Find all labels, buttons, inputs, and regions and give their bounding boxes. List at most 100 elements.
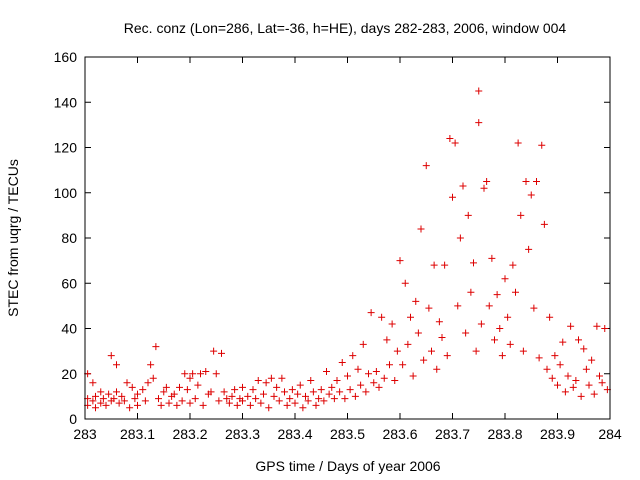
data-point	[270, 392, 278, 400]
data-point	[514, 139, 522, 147]
data-point	[414, 329, 422, 337]
data-point	[404, 340, 412, 348]
data-point	[304, 397, 312, 405]
data-point	[155, 395, 162, 403]
data-point	[267, 374, 275, 382]
data-point	[118, 392, 126, 400]
data-point	[265, 404, 273, 412]
data-point	[480, 184, 488, 192]
data-point	[218, 349, 225, 357]
data-point	[430, 261, 438, 269]
data-point	[278, 374, 286, 382]
x-tick-label: 283.7	[435, 426, 470, 442]
data-point	[244, 392, 252, 400]
data-point	[567, 322, 575, 330]
data-point	[330, 395, 338, 403]
data-point	[375, 383, 383, 391]
data-point	[273, 383, 281, 391]
data-point	[97, 388, 105, 396]
x-tick-label: 283.9	[540, 426, 575, 442]
data-point	[257, 399, 265, 407]
data-point	[115, 399, 123, 407]
data-point	[92, 404, 99, 412]
data-point	[113, 361, 120, 369]
data-point	[162, 383, 170, 391]
data-point	[438, 334, 446, 342]
data-point	[170, 390, 178, 398]
chart-title: Rec. conz (Lon=286, Lat=-36, h=HE), days…	[124, 20, 567, 36]
x-tick-label: 283.4	[277, 426, 312, 442]
data-point	[435, 318, 443, 326]
data-point	[443, 352, 451, 360]
data-point	[160, 388, 168, 396]
data-point	[540, 220, 548, 228]
data-point	[252, 395, 260, 403]
data-point	[496, 325, 504, 332]
data-point	[556, 361, 564, 369]
data-point	[582, 365, 590, 373]
data-point	[107, 352, 115, 360]
data-point	[391, 377, 399, 385]
x-tick-label: 283.2	[172, 426, 207, 442]
data-point	[320, 397, 328, 405]
data-point	[110, 395, 118, 403]
data-point	[149, 374, 157, 382]
data-point	[590, 390, 598, 398]
data-point	[538, 141, 546, 149]
data-point	[491, 336, 498, 344]
data-point	[428, 347, 435, 355]
data-point	[102, 401, 110, 409]
data-point	[302, 392, 309, 400]
data-point	[105, 390, 113, 398]
data-point	[152, 343, 160, 351]
data-point	[433, 365, 441, 373]
data-point	[183, 386, 191, 394]
data-point	[286, 395, 294, 403]
data-point	[333, 377, 341, 385]
data-point	[454, 302, 462, 310]
data-point	[383, 336, 391, 344]
data-point	[569, 383, 577, 391]
y-tick-label: 80	[61, 230, 77, 246]
y-tick-label: 20	[61, 366, 77, 382]
data-point	[593, 322, 601, 330]
x-axis-ticks: 283 283.1 283.2 283.3 283.4 283.5 283.6 283.7 28…	[73, 57, 622, 442]
data-point	[561, 388, 569, 396]
data-point	[144, 379, 152, 387]
x-tick-label: 283.6	[382, 426, 417, 442]
data-point	[296, 381, 304, 389]
data-point	[315, 395, 323, 403]
data-point	[328, 383, 336, 391]
data-point	[194, 381, 202, 389]
data-point	[362, 388, 370, 396]
data-point	[189, 370, 197, 378]
data-point	[309, 388, 317, 396]
data-point	[344, 372, 351, 380]
data-point	[601, 325, 609, 332]
data-point	[509, 261, 517, 269]
data-point	[288, 386, 296, 394]
data-point	[554, 381, 561, 389]
data-point	[283, 401, 291, 409]
data-point	[128, 383, 136, 391]
data-point	[239, 383, 246, 391]
data-point	[239, 397, 246, 405]
data-point	[246, 401, 254, 409]
data-point	[275, 397, 283, 405]
data-point	[522, 177, 530, 185]
data-point	[126, 404, 134, 412]
y-axis-label: STEC from uqrg / TECUs	[5, 159, 21, 317]
data-point	[367, 309, 375, 317]
y-tick-label: 60	[61, 275, 77, 291]
data-point	[317, 386, 325, 394]
data-point	[412, 297, 420, 305]
data-point	[409, 372, 417, 380]
data-point	[212, 370, 220, 378]
x-axis-label: GPS time / Days of year 2006	[255, 458, 440, 474]
y-tick-label: 40	[61, 321, 77, 337]
data-point	[446, 134, 454, 142]
data-point	[493, 291, 501, 299]
data-point	[551, 352, 559, 360]
data-point	[341, 395, 349, 403]
data-point	[323, 367, 330, 375]
